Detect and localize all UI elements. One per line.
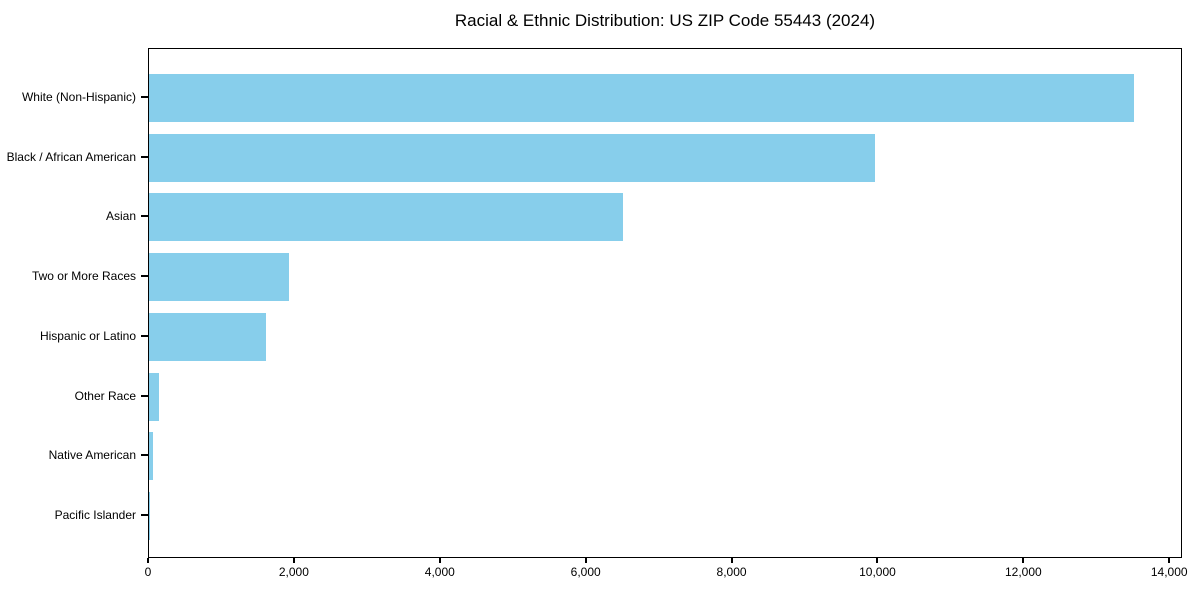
- y-axis-label: Asian: [105, 209, 136, 224]
- y-axis-label: Two or More Races: [31, 269, 136, 284]
- x-tick: [438, 558, 441, 563]
- x-tick-label: 10,000: [859, 565, 896, 579]
- bar: [149, 133, 875, 182]
- x-tick-label: 8,000: [716, 565, 747, 579]
- bar: [149, 193, 624, 242]
- y-tick: [141, 95, 148, 98]
- x-tick: [147, 558, 149, 563]
- y-tick: [141, 155, 148, 158]
- bar: [149, 432, 154, 481]
- x-tick: [1022, 558, 1025, 563]
- y-tick: [141, 215, 148, 218]
- y-tick: [141, 275, 148, 278]
- bar: [149, 312, 266, 361]
- x-tick-label: 12,000: [1004, 565, 1042, 579]
- plot-area: [148, 48, 1182, 558]
- x-tick: [876, 558, 879, 563]
- bar: [149, 73, 1134, 122]
- bar: [149, 492, 150, 540]
- bar: [149, 372, 159, 421]
- y-axis-label: Native American: [48, 448, 136, 463]
- x-tick: [584, 558, 587, 563]
- y-tick: [141, 334, 148, 337]
- x-tick: [292, 558, 295, 563]
- chart-title: Racial & Ethnic Distribution: US ZIP Cod…: [454, 11, 876, 30]
- y-axis-label: White (Non-Hispanic): [21, 89, 136, 104]
- x-tick-label: 14,000: [1150, 565, 1188, 579]
- y-tick: [141, 394, 148, 397]
- y-axis-label: Black / African American: [6, 149, 136, 164]
- x-tick: [730, 558, 733, 563]
- x-tick-label: 0: [144, 565, 152, 579]
- x-tick-label: 6,000: [570, 565, 601, 579]
- y-axis-label: Other Race: [74, 388, 136, 403]
- y-axis-label: Pacific Islander: [54, 508, 136, 522]
- bar: [149, 253, 290, 302]
- x-tick-label: 2,000: [278, 565, 309, 579]
- x-tick: [1168, 558, 1171, 563]
- x-tick-label: 4,000: [424, 565, 455, 579]
- y-tick: [141, 514, 148, 516]
- y-tick: [141, 454, 148, 457]
- y-axis-label: Hispanic or Latino: [39, 328, 136, 343]
